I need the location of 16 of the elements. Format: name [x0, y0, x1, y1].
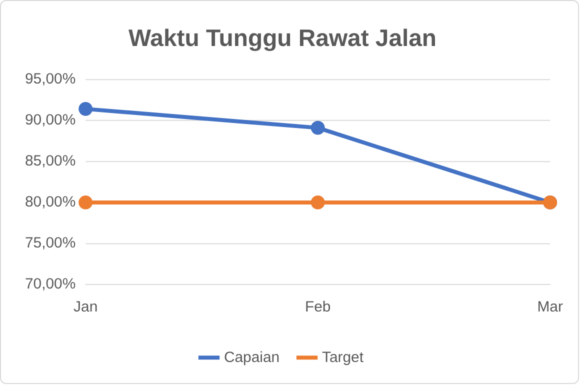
- x-tick-label: Jan: [74, 298, 98, 316]
- x-tick-label: Feb: [304, 298, 331, 316]
- point: [78, 102, 93, 116]
- legend-label: Capaian: [224, 348, 280, 366]
- y-tick-label: 70,00%: [24, 276, 76, 293]
- point: [310, 120, 325, 135]
- x-tick-label: Mar: [537, 298, 563, 316]
- y-tick-label: 75,00%: [24, 234, 76, 252]
- y-tick-label: 95,00%: [24, 70, 76, 88]
- chart-title: Waktu Tunggu Rawat Jalan: [128, 24, 437, 52]
- legend-label: Target: [322, 348, 364, 366]
- y-tick-label: 90,00%: [24, 112, 76, 129]
- point: [78, 195, 93, 210]
- y-tick-label: 85,00%: [24, 152, 76, 170]
- point: [310, 195, 325, 210]
- y-tick-label: 80,00%: [24, 194, 76, 211]
